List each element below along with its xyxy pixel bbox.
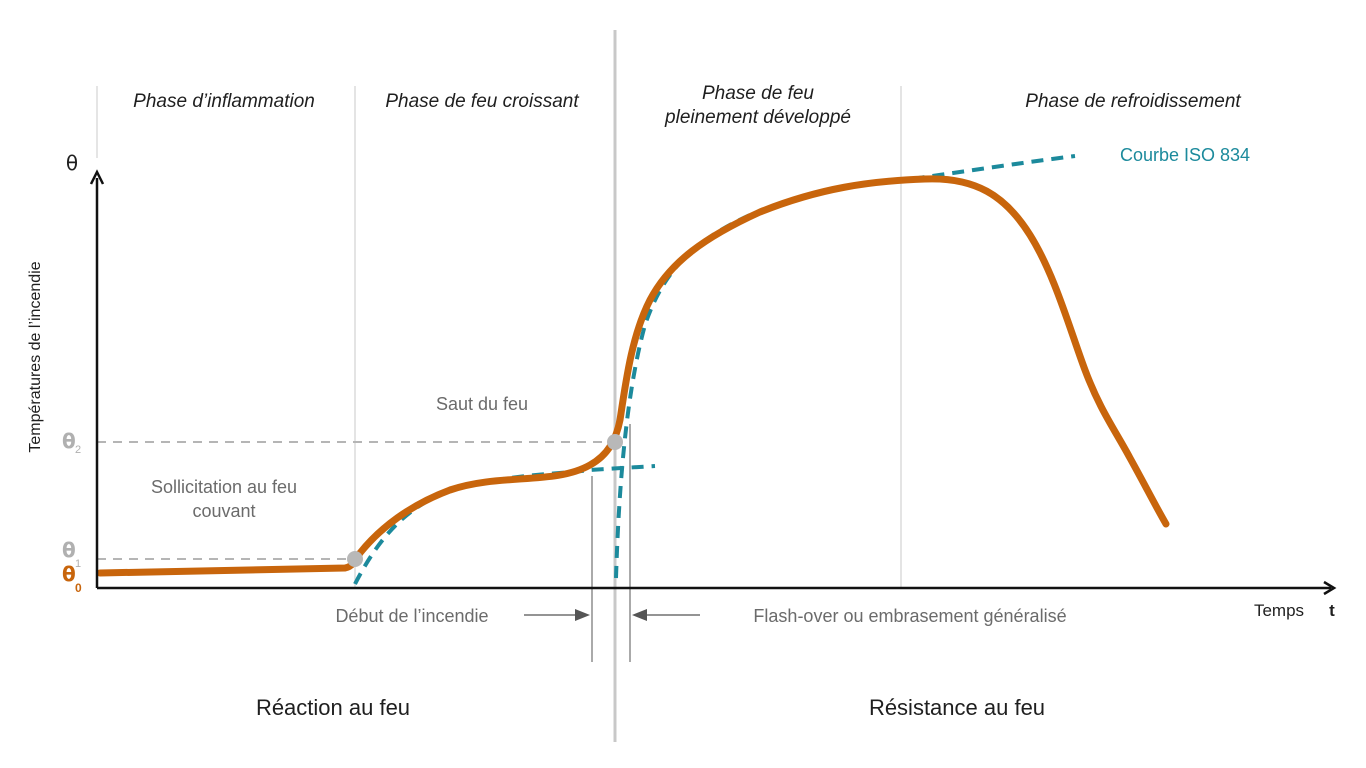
flashover-label: Flash-over ou embrasement généralisé (753, 606, 1066, 626)
y-axis-label: Températures de l’incendie (27, 261, 44, 452)
theta2-point (607, 434, 623, 450)
phase-developpe-label-line1: Phase de feu (702, 83, 814, 104)
debut-incendie-label: Début de l’incendie (335, 606, 488, 626)
phase-inflammation-label: Phase d’inflammation (133, 91, 315, 112)
sollicitation-label-line2: couvant (192, 501, 255, 521)
x-axis-label: Temps (1254, 601, 1304, 620)
fire-temperature-curve (96, 175, 1170, 577)
sollicitation-label-line1: Sollicitation au feu (151, 477, 297, 497)
iso-834-curve-early (353, 464, 656, 585)
phase-developpe-label-line2: pleinement développé (664, 107, 851, 128)
iso-834-curve-main (614, 154, 1076, 579)
phase-refroidissement-label: Phase de refroidissement (1025, 91, 1241, 112)
saut-du-feu-label: Saut du feu (436, 394, 528, 414)
debut-arrow-head (575, 609, 590, 621)
x-axis-symbol: t (1329, 601, 1335, 620)
theta2-label: θ (62, 429, 76, 453)
resistance-au-feu-label: Résistance au feu (869, 695, 1045, 720)
y-axis-symbol: θ (66, 151, 78, 175)
reaction-au-feu-label: Réaction au feu (256, 695, 410, 720)
theta2-subscript: 2 (75, 444, 81, 456)
theta1-label: θ (62, 538, 76, 562)
y-axis-arrow (89, 169, 105, 185)
flashover-arrow-head (632, 609, 647, 621)
theta1-point (347, 551, 363, 567)
iso-834-label: Courbe ISO 834 (1120, 145, 1250, 165)
phase-croissant-label: Phase de feu croissant (385, 91, 579, 112)
theta0-subscript: 0 (75, 581, 82, 595)
theta1-subscript: 1 (75, 558, 81, 570)
x-axis-arrow (1323, 580, 1337, 596)
theta0-label: θ (62, 562, 76, 586)
